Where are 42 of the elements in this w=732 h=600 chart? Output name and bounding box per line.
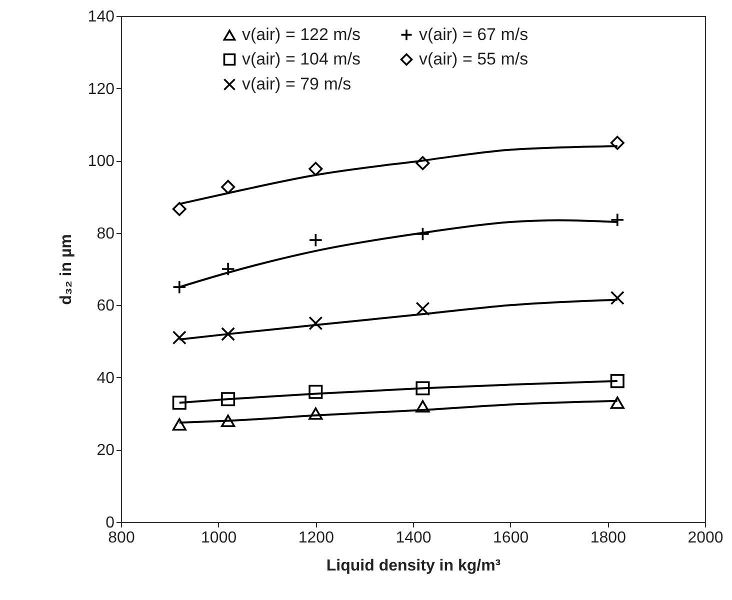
point: [308, 162, 323, 176]
x-tick-label: 1400: [396, 530, 432, 546]
x-tick-label: 1000: [201, 530, 237, 546]
point: [172, 396, 186, 410]
y-axis-title: d₃₂ in µm: [58, 234, 75, 305]
legend-label: v(air) = 104 m/s: [242, 50, 361, 68]
legend-label: v(air) = 55 m/s: [419, 50, 528, 68]
point: [221, 327, 236, 342]
point: [221, 180, 236, 194]
y-tick-label: 80: [96, 225, 115, 242]
x-axis-title: Liquid density in kg/m³: [326, 558, 501, 574]
x-tick-label: 1600: [493, 530, 529, 546]
point: [308, 407, 323, 420]
legend-label: v(air) = 122 m/s: [242, 25, 361, 44]
point: [610, 136, 624, 150]
y-tick-label: 120: [88, 80, 115, 98]
y-tick-label: 100: [88, 153, 115, 170]
x-tick-label: 2000: [688, 530, 724, 546]
point: [610, 374, 624, 388]
legend-label: v(air) = 79 m/s: [242, 74, 352, 94]
point: [221, 414, 236, 428]
point: [172, 418, 186, 431]
point: [308, 384, 323, 399]
point: [416, 381, 430, 396]
x-tick-label: 1800: [590, 530, 626, 546]
y-tick-label: 0: [106, 514, 115, 532]
point: [610, 290, 624, 305]
x-tick-label: 1200: [298, 530, 334, 546]
y-tick-label: 40: [96, 370, 115, 387]
point: [416, 400, 430, 413]
point: [610, 396, 624, 409]
point: [172, 330, 186, 345]
y-tick-label: 140: [88, 8, 115, 26]
y-tick-label: 20: [96, 442, 115, 460]
point: [221, 392, 236, 406]
point: [172, 202, 186, 216]
y-tick-label: 60: [96, 298, 115, 315]
point: [416, 302, 430, 316]
point: [416, 156, 430, 170]
x-tick-label: 800: [108, 530, 135, 546]
legend-label: v(air) = 67 m/s: [419, 24, 528, 44]
point: [308, 316, 323, 330]
